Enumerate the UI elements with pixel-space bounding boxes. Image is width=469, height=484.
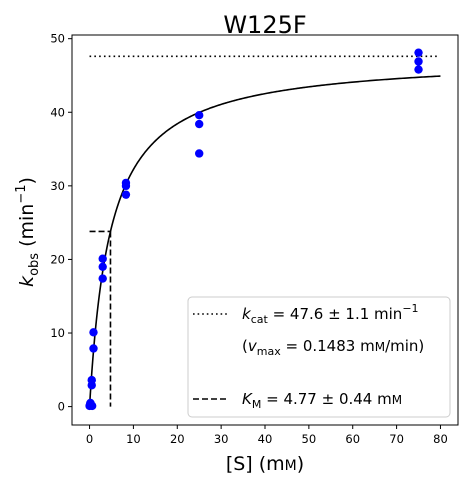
- data-point: [414, 65, 423, 74]
- x-tick-label: 30: [214, 432, 229, 446]
- x-tick-label: 40: [258, 432, 273, 446]
- y-tick-label: 20: [50, 252, 65, 266]
- y-tick-label: 40: [50, 105, 65, 119]
- data-point: [121, 178, 131, 188]
- legend-box: [187, 296, 451, 418]
- chart-marks: [85, 48, 441, 411]
- y-axis-title: kobs (min−1): [14, 177, 42, 287]
- chart-title: W125F: [223, 11, 306, 39]
- y-tick-label: 10: [50, 326, 65, 340]
- x-tick-label: 10: [126, 432, 141, 446]
- x-tick-label: 20: [170, 432, 185, 446]
- data-point: [89, 328, 98, 337]
- data-point: [98, 274, 107, 283]
- x-tick-label: 60: [345, 432, 360, 446]
- data-point: [87, 375, 96, 385]
- data-point: [195, 119, 204, 129]
- data-point: [98, 254, 107, 263]
- x-tick-label: 70: [389, 432, 404, 446]
- y-tick-label: 0: [58, 400, 65, 414]
- data-point: [195, 111, 204, 120]
- legend-vmax-label: (vmax = 0.1483 mM/min): [242, 337, 424, 358]
- data-point: [195, 149, 204, 158]
- y-tick-label: 50: [50, 32, 65, 46]
- y-tick-label: 30: [50, 179, 65, 193]
- x-tick-label: 80: [433, 432, 448, 446]
- x-tick-label: 50: [302, 432, 317, 446]
- data-point: [414, 57, 423, 66]
- data-point: [89, 344, 98, 353]
- x-axis-title: [S] (mM): [226, 453, 304, 475]
- x-axis: 0 10 20 30 40 50 60 70 80: [86, 425, 448, 446]
- data-point: [414, 48, 423, 57]
- data-point: [98, 262, 107, 271]
- data-point: [87, 401, 97, 411]
- legend: kcat = 47.6 ± 1.1 min−1 (vmax = 0.1483 m…: [187, 296, 451, 418]
- fit-curve: [88, 75, 441, 407]
- legend-kcat-label: kcat = 47.6 ± 1.1 min−1: [242, 302, 419, 326]
- data-point: [121, 190, 131, 199]
- legend-km-label: KM = 4.77 ± 0.44 mM: [242, 390, 402, 411]
- y-axis: 0 10 20 30 40 50: [50, 32, 72, 414]
- x-tick-label: 0: [86, 432, 93, 446]
